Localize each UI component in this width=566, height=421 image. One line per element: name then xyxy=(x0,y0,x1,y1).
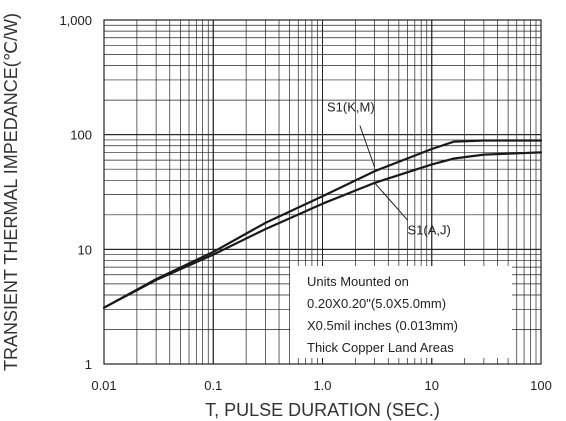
note-line-3: X0.5mil inches (0.013mm) xyxy=(307,318,458,333)
x-axis-label: T, PULSE DURATION (SEC.) xyxy=(205,400,440,420)
x-tick-label-100: 100 xyxy=(530,378,552,393)
callouts: S1(K,M) S1(A,J) xyxy=(327,99,451,237)
x-tick-label-0.1: 0.1 xyxy=(204,378,222,393)
note-line-4: Thick Copper Land Areas xyxy=(307,340,454,355)
series-label-aj: S1(A,J) xyxy=(408,222,451,237)
note-line-1: Units Mounted on xyxy=(307,274,409,289)
x-tick-label-0.01: 0.01 xyxy=(91,378,116,393)
y-tick-labels: 1 10 100 1,000 xyxy=(59,13,92,372)
y-axis-label: TRANSIENT THERMAL IMPEDANCE(℃/W) xyxy=(1,13,21,371)
note-box-background xyxy=(290,266,512,358)
series-layer xyxy=(102,139,543,309)
x-tick-label-1.0: 1.0 xyxy=(313,378,331,393)
series-line-aj xyxy=(102,151,543,309)
km-leader-line xyxy=(359,125,376,168)
series-line-km xyxy=(102,139,543,309)
x-tick-labels: 0.01 0.1 1.0 10 100 xyxy=(91,378,552,393)
y-tick-label-10: 10 xyxy=(78,242,92,257)
aj-leader-line xyxy=(374,182,408,221)
x-tick-label-10: 10 xyxy=(425,378,439,393)
y-tick-label-1000: 1,000 xyxy=(59,13,92,28)
mounting-note-box: Units Mounted on 0.20X0.20"(5.0X5.0mm) X… xyxy=(290,266,512,358)
note-line-2: 0.20X0.20"(5.0X5.0mm) xyxy=(307,296,446,311)
y-tick-label-1: 1 xyxy=(85,357,92,372)
plot-frame xyxy=(103,19,542,365)
series-label-km: S1(K,M) xyxy=(327,99,375,114)
y-tick-label-100: 100 xyxy=(70,128,92,143)
